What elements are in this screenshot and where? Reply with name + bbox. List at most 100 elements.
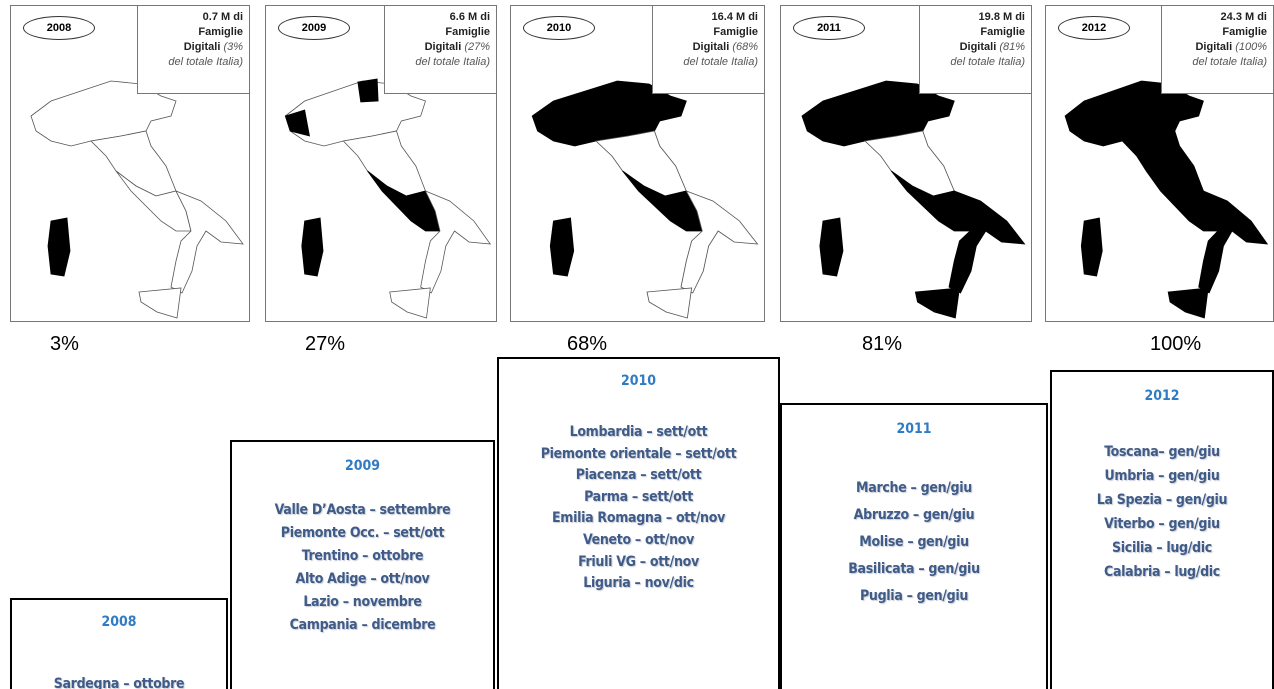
text: Digitali — [183, 41, 221, 53]
italy-map — [531, 80, 759, 319]
timeline-year: 2010 — [620, 373, 657, 389]
timeline-item: Alto Adige – ott/nov — [295, 571, 430, 587]
callout-line: Famiglie — [138, 25, 243, 40]
callout-line: Digitali (100% — [1162, 40, 1267, 55]
region — [301, 217, 324, 277]
region — [819, 217, 844, 277]
callout-line: del totale Italia) — [385, 55, 490, 70]
map-panel: 2008 0.7 M di Famiglie Digitali (3% del tota… — [10, 5, 250, 322]
italy-map — [284, 78, 492, 319]
callout-line: del totale Italia) — [653, 55, 758, 70]
timeline-item: Toscana– gen/giu — [1104, 444, 1220, 460]
callout-line: del totale Italia) — [138, 55, 243, 70]
region — [801, 80, 955, 147]
callout-line: Digitali (81% — [920, 40, 1025, 55]
timeline-item: Friuli VG – ott/nov — [578, 553, 699, 570]
timeline-item: Sardegna – ottobre — [53, 676, 185, 689]
callout-line: Digitali (3% — [138, 40, 243, 55]
timeline-year: 2012 — [1144, 388, 1180, 404]
year-oval: 2010 — [523, 16, 595, 40]
timeline-box: 2009 Valle D’Aosta – settembre Piemonte Oc… — [230, 440, 495, 689]
italy-map — [30, 80, 244, 319]
timeline-item: Piemonte Occ. – sett/ott — [280, 525, 445, 541]
timeline-item: Marche – gen/giu — [856, 480, 972, 496]
text: Famiglie — [445, 26, 490, 38]
text: del totale Italia) — [415, 56, 490, 68]
italy-map — [1064, 80, 1269, 319]
timeline-item: Sicilia – lug/dic — [1112, 540, 1212, 556]
region — [531, 80, 687, 147]
text: Digitali — [1195, 41, 1233, 53]
region — [389, 287, 431, 319]
region — [138, 287, 182, 319]
callout: 0.7 M di Famiglie Digitali (3% del totale I… — [137, 6, 249, 94]
text: del totale Italia) — [950, 56, 1025, 68]
callout: 24.3 M di Famiglie Digitali (100% del total… — [1161, 6, 1273, 94]
region — [549, 217, 575, 277]
timeline-item: Campania – dicembre — [289, 617, 436, 633]
region — [1167, 287, 1209, 319]
region — [284, 109, 310, 137]
share-label: 3% — [50, 333, 79, 355]
callout-line: Famiglie — [653, 25, 758, 40]
region — [357, 78, 379, 103]
region — [680, 190, 759, 294]
year-oval: 2009 — [278, 16, 350, 40]
share-label: 68% — [567, 333, 608, 355]
timeline-item: Lazio – novembre — [303, 594, 422, 610]
callout-line: Famiglie — [1162, 25, 1267, 40]
text: Digitali — [424, 41, 462, 53]
timeline-year: 2011 — [896, 421, 932, 437]
timeline-year: 2008 — [101, 614, 137, 630]
timeline-item: Puglia – gen/giu — [859, 588, 969, 604]
year-oval: 2008 — [23, 16, 95, 40]
text: (68% — [732, 41, 758, 53]
region — [420, 190, 492, 294]
region — [1198, 190, 1269, 294]
text: del totale Italia) — [1192, 56, 1267, 68]
timeline-box: 2011 Marche – gen/giu Abruzzo – gen/giu Mol… — [780, 403, 1048, 689]
callout: 6.6 M di Famiglie Digitali (27% del totale … — [384, 6, 496, 94]
text: (100% — [1235, 41, 1267, 53]
timeline-item: Piacenza – sett/ott — [575, 467, 702, 484]
map-panel: 2009 6.6 M di Famiglie Digitali (27% del tot… — [265, 5, 497, 322]
callout-line: 24.3 M di — [1162, 10, 1267, 25]
timeline-item: Lombardia – sett/ott — [569, 424, 708, 440]
year-oval: 2012 — [1058, 16, 1130, 40]
callout-line: del totale Italia) — [920, 55, 1025, 70]
timeline-item: Liguria – nov/dic — [583, 575, 694, 592]
callout-line: Famiglie — [920, 25, 1025, 40]
callout: 16.4 M di Famiglie Digitali (68% del totale… — [652, 6, 764, 94]
map-panel: 2010 16.4 M di Famiglie Digitali (68% del to… — [510, 5, 765, 322]
region — [646, 287, 693, 319]
region — [914, 287, 960, 319]
timeline-item: Piemonte orientale – sett/ott — [540, 445, 737, 462]
timeline-item: Umbria – gen/giu — [1104, 468, 1220, 484]
timeline-item: Trentino – ottobre — [301, 548, 424, 564]
timeline-item: Basilicata – gen/giu — [848, 561, 980, 577]
callout-line: 19.8 M di — [920, 10, 1025, 25]
region — [30, 80, 177, 147]
timeline-box: 2010 Lombardia – sett/ott Piemonte orienta… — [497, 357, 780, 689]
timeline-item: Veneto – ott/nov — [582, 532, 695, 548]
callout-line: Digitali (68% — [653, 40, 758, 55]
callout-line: Digitali (27% — [385, 40, 490, 55]
text: Famiglie — [198, 26, 243, 38]
text: Digitali — [959, 41, 997, 53]
text: Digitali — [692, 41, 730, 53]
timeline-item: Emilia Romagna – ott/nov — [551, 510, 725, 527]
timeline-item: Calabria – lug/dic — [1104, 564, 1220, 580]
map-panel: 2011 19.8 M di Famiglie Digitali (81% del to… — [780, 5, 1032, 322]
text: 0.7 M di — [202, 11, 243, 23]
text: 6.6 M di — [449, 11, 490, 23]
timeline-item: Molise – gen/giu — [859, 534, 969, 550]
text: del totale Italia) — [168, 56, 243, 68]
text: Famiglie — [980, 26, 1025, 38]
text: (3% — [223, 41, 243, 53]
text: (27% — [464, 41, 490, 53]
region — [948, 190, 1026, 294]
timeline-box: 2012 Toscana– gen/giu Umbria – gen/giu La S… — [1050, 370, 1274, 689]
callout-line: Famiglie — [385, 25, 490, 40]
callout-line: 6.6 M di — [385, 10, 490, 25]
